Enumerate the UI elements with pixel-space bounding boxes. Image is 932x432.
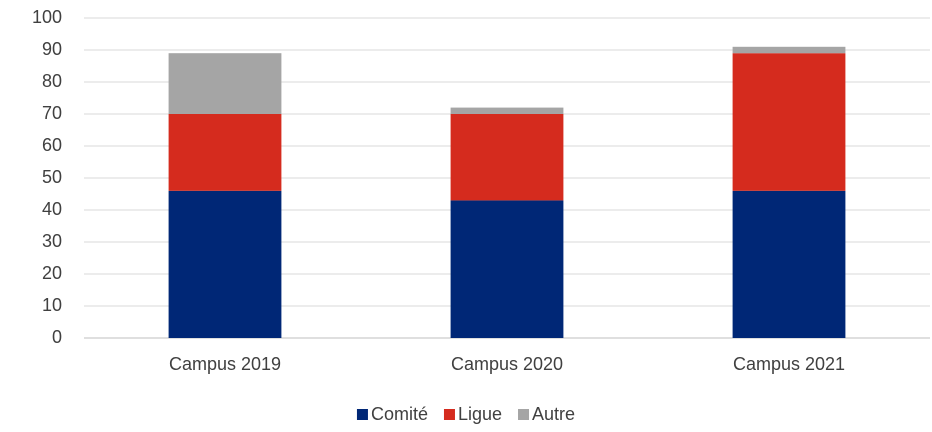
bar-segment [732,46,846,54]
legend-swatch [356,409,368,420]
legend-label: Ligue [458,404,502,424]
bar-segment [168,114,282,191]
y-tick-label: 60 [42,135,62,155]
bar-segment [450,200,564,338]
y-tick-label: 20 [42,263,62,283]
legend-label: Autre [532,404,575,424]
y-tick-label: 0 [52,327,62,347]
y-tick-label: 100 [32,7,62,27]
legend-swatch [518,409,530,420]
legend-label: Comité [371,404,428,424]
y-tick-label: 80 [42,71,62,91]
y-tick-label: 90 [42,39,62,59]
bar-segment [168,190,282,338]
bar-segment [450,107,564,114]
y-tick-label: 40 [42,199,62,219]
y-tick-label: 30 [42,231,62,251]
legend-swatch [443,409,455,420]
legend-item: Autre [518,404,575,424]
bar-segment [732,53,846,191]
bar-segment [450,114,564,201]
x-tick-label: Campus 2019 [169,354,281,374]
x-tick-label: Campus 2020 [451,354,563,374]
legend-item: Ligue [443,404,502,424]
y-tick-label: 50 [42,167,62,187]
bar-segment [168,53,282,114]
x-tick-label: Campus 2021 [733,354,845,374]
y-tick-label: 10 [42,295,62,315]
legend-item: Comité [356,404,428,424]
y-tick-label: 70 [42,103,62,123]
bar-segment [732,190,846,338]
